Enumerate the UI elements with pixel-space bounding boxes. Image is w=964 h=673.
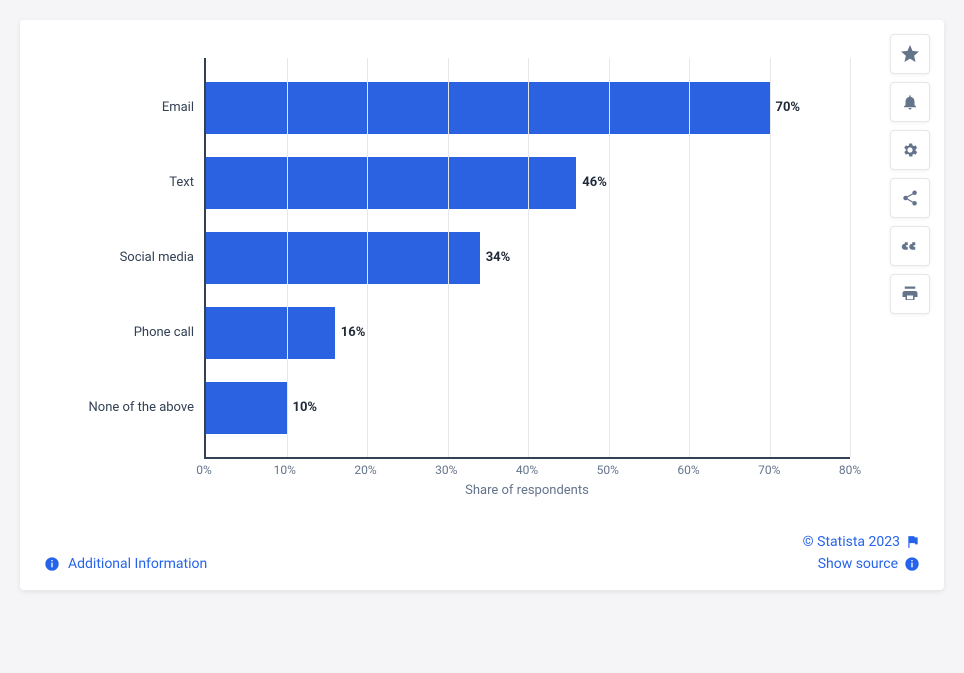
chart-card: Email 70% Text 46% Social media 34% Phone call… [20, 20, 944, 590]
bar-value-label: 34% [486, 250, 511, 265]
cite-button[interactable] [890, 226, 930, 266]
bar-value-label: 70% [776, 100, 801, 115]
bar-category-label: Text [46, 175, 194, 190]
bar-value-label: 46% [582, 175, 607, 190]
bar-value-label: 10% [293, 400, 318, 415]
gridline [448, 58, 449, 457]
bar-category-label: None of the above [46, 400, 194, 415]
alert-button[interactable] [890, 82, 930, 122]
print-button[interactable] [890, 274, 930, 314]
bar[interactable] [206, 307, 335, 359]
x-tick-label: 40% [516, 463, 538, 477]
footer-right: © Statista 2023 Show source [803, 534, 920, 572]
gear-icon [901, 141, 919, 159]
x-axis-title: Share of respondents [204, 483, 850, 498]
favorite-button[interactable] [890, 34, 930, 74]
additional-info-link[interactable]: Additional Information [44, 556, 207, 572]
flag-icon [906, 535, 920, 549]
x-ticks: 0%10%20%30%40%50%60%70%80% [204, 459, 850, 477]
show-source-label: Show source [818, 556, 898, 572]
x-tick-label: 30% [435, 463, 457, 477]
x-tick-label: 20% [354, 463, 376, 477]
x-tick-label: 70% [758, 463, 780, 477]
x-tick-label: 0% [196, 463, 212, 477]
x-tick-label: 50% [597, 463, 619, 477]
bar-category-label: Social media [46, 250, 194, 265]
additional-info-label: Additional Information [68, 556, 207, 572]
gridline [287, 58, 288, 457]
bar[interactable] [206, 82, 770, 134]
show-source-link[interactable]: Show source [818, 556, 920, 572]
copyright-row: © Statista 2023 [803, 534, 920, 550]
gridline [770, 58, 771, 457]
gridline [528, 58, 529, 457]
gridline [850, 58, 851, 457]
print-icon [901, 285, 919, 303]
gridline [689, 58, 690, 457]
bar[interactable] [206, 232, 480, 284]
gridline [367, 58, 368, 457]
toolbar [890, 34, 930, 314]
info-icon [44, 556, 60, 572]
x-tick-label: 10% [274, 463, 296, 477]
bar-value-label: 16% [341, 325, 366, 340]
bar-category-label: Email [46, 100, 194, 115]
chart-area: Email 70% Text 46% Social media 34% Phone call… [44, 58, 850, 498]
quote-icon [901, 237, 919, 255]
bar[interactable] [206, 157, 576, 209]
bar[interactable] [206, 382, 287, 434]
footer: Additional Information © Statista 2023 S… [44, 534, 920, 572]
info-icon [904, 556, 920, 572]
copyright-text: © Statista 2023 [803, 534, 900, 550]
x-tick-label: 60% [677, 463, 699, 477]
gridline [609, 58, 610, 457]
settings-button[interactable] [890, 130, 930, 170]
plot-area: Email70%Text46%Social media34%Phone call… [204, 58, 850, 459]
star-icon [901, 45, 919, 63]
bar-category-label: Phone call [46, 325, 194, 340]
bell-icon [901, 93, 919, 111]
x-tick-label: 80% [839, 463, 861, 477]
share-button[interactable] [890, 178, 930, 218]
share-icon [901, 189, 919, 207]
